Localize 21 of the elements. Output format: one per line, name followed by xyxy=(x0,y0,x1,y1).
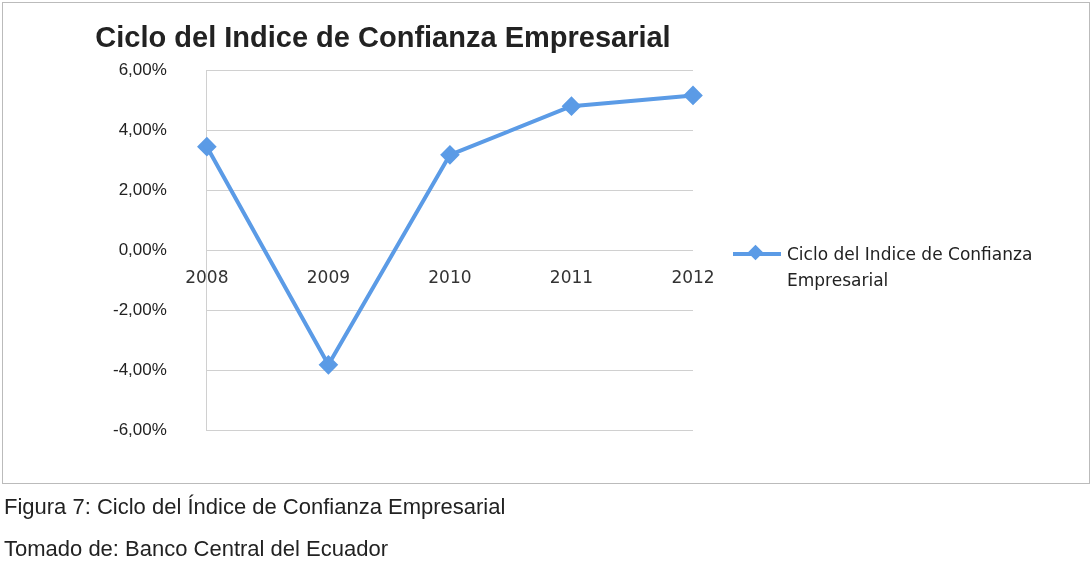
y-tick-label: -2,00% xyxy=(112,300,167,320)
y-tick-label: 0,00% xyxy=(118,240,167,260)
x-tick-label: 2011 xyxy=(549,267,594,288)
point xyxy=(197,137,216,156)
legend-label: Ciclo del Indice de Confianza Empresarial xyxy=(787,243,1034,292)
x-tick-label: 2010 xyxy=(428,267,472,288)
point xyxy=(319,355,338,374)
x-tick-label: 2012 xyxy=(671,267,715,288)
point xyxy=(684,86,702,105)
y-tick-label: -4,00% xyxy=(112,360,167,380)
text: Figura 7: Ciclo del Índice de Confianza Empresarial xyxy=(4,493,506,521)
point xyxy=(562,97,581,116)
y-tick-label: 2,00% xyxy=(118,180,167,200)
x-tick-label: 2008 xyxy=(185,267,229,288)
text: Tomado de: Banco Central del Ecuador xyxy=(4,535,389,563)
point xyxy=(440,145,459,164)
x-tick-label: 2009 xyxy=(306,267,351,288)
y-tick-label: 4,00% xyxy=(118,120,167,140)
chart-title: Ciclo del Indice de Confianza Empresarial xyxy=(95,21,671,54)
y-tick-label: 6,00% xyxy=(118,60,167,80)
y-tick-label: -6,00% xyxy=(112,420,167,440)
